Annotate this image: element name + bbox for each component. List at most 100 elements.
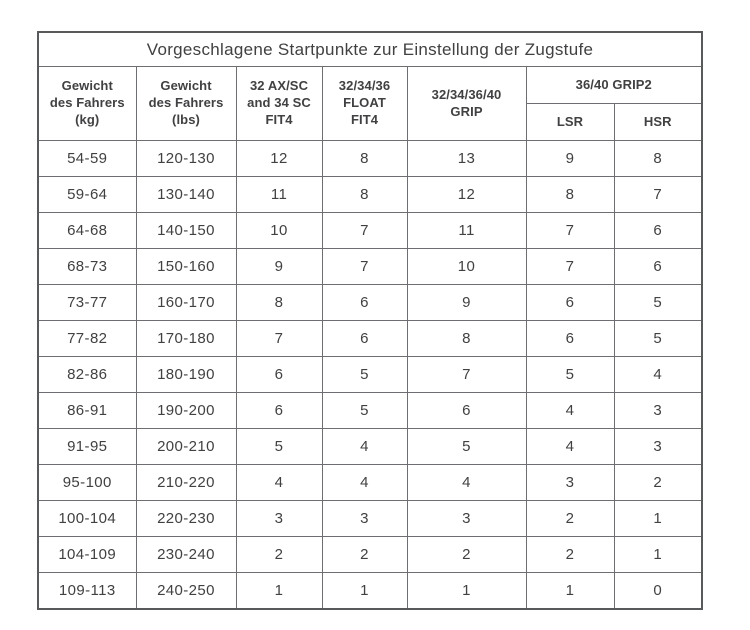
table-cell: 2	[235, 536, 323, 573]
table-cell: 3	[525, 464, 615, 501]
table-cell: 6	[525, 284, 615, 321]
table-cell: 7	[235, 320, 323, 357]
table-row: 54-59 120-130 12 8 13 9 8	[37, 140, 703, 177]
table-row: 68-73 150-160 9 7 10 7 6	[37, 248, 703, 285]
table-cell: 2	[525, 500, 615, 537]
table-cell: 4	[235, 464, 323, 501]
table-subheader-row: LSR HSR	[38, 103, 703, 141]
table-cell: 220-230	[135, 500, 237, 537]
table-cell: 11	[406, 212, 527, 249]
table-cell: 1	[613, 500, 703, 537]
table-cell: 95-100	[37, 464, 137, 501]
col-header-float-fit4: 32/34/36 FLOAT FIT4	[321, 66, 408, 141]
table-cell: 10	[235, 212, 323, 249]
table-cell: 6	[235, 356, 323, 393]
table-cell: 68-73	[37, 248, 137, 285]
table-cell: 120-130	[135, 140, 237, 177]
table-row: 59-64 130-140 11 8 12 8 7	[37, 176, 703, 213]
table-cell: 2	[613, 464, 703, 501]
col-header-grip2: 36/40 GRIP2	[525, 66, 703, 104]
rebound-settings-table: Vorgeschlagene Startpunkte zur Einstellu…	[37, 31, 704, 610]
table-cell: 73-77	[37, 284, 137, 321]
table-cell: 1	[613, 536, 703, 573]
table-cell: 100-104	[37, 500, 137, 537]
table-cell: 8	[321, 140, 408, 177]
table-row: 104-109 230-240 2 2 2 2 1	[37, 536, 703, 573]
col-header-weight-lbs: Gewicht des Fahrers (lbs)	[135, 66, 237, 141]
table-cell: 140-150	[135, 212, 237, 249]
table-cell: 6	[321, 320, 408, 357]
table-body: 54-59 120-130 12 8 13 9 8 59-64 130-140 11 8 12 8 7 64…	[37, 140, 703, 610]
table-cell: 77-82	[37, 320, 137, 357]
table-cell: 150-160	[135, 248, 237, 285]
table-cell: 240-250	[135, 572, 237, 610]
table-header-row: Gewicht des Fahrers (kg) Gewicht des Fah…	[37, 66, 703, 141]
table-cell: 5	[406, 428, 527, 465]
table-cell: 11	[235, 176, 323, 213]
table-cell: 104-109	[37, 536, 137, 573]
table-header: Vorgeschlagene Startpunkte zur Einstellu…	[37, 31, 703, 141]
table-cell: 109-113	[37, 572, 137, 610]
table-cell: 59-64	[37, 176, 137, 213]
table-cell: 130-140	[135, 176, 237, 213]
col-header-lsr: LSR	[525, 103, 615, 141]
table-cell: 6	[235, 392, 323, 429]
table-cell: 64-68	[37, 212, 137, 249]
table-title-row: Vorgeschlagene Startpunkte zur Einstellu…	[37, 31, 703, 67]
table-cell: 3	[613, 428, 703, 465]
table-row: 77-82 170-180 7 6 8 6 5	[37, 320, 703, 357]
table-cell: 4	[525, 428, 615, 465]
table-row: 109-113 240-250 1 1 1 1 0	[37, 572, 703, 610]
table-cell: 3	[406, 500, 527, 537]
table-cell: 5	[321, 356, 408, 393]
col-header-hsr: HSR	[613, 103, 703, 141]
table-cell: 5	[613, 284, 703, 321]
table-cell: 54-59	[37, 140, 137, 177]
table-cell: 3	[613, 392, 703, 429]
table-cell: 4	[525, 392, 615, 429]
col-header-weight-kg: Gewicht des Fahrers (kg)	[37, 66, 137, 141]
table-cell: 230-240	[135, 536, 237, 573]
table-cell: 9	[235, 248, 323, 285]
table-row: 91-95 200-210 5 4 5 4 3	[37, 428, 703, 465]
table-cell: 3	[321, 500, 408, 537]
table-cell: 3	[235, 500, 323, 537]
table-cell: 1	[321, 572, 408, 610]
table-cell: 7	[406, 356, 527, 393]
table-cell: 200-210	[135, 428, 237, 465]
table-cell: 5	[235, 428, 323, 465]
table-cell: 8	[406, 320, 527, 357]
table-row: 73-77 160-170 8 6 9 6 5	[37, 284, 703, 321]
table-cell: 0	[613, 572, 703, 610]
table-cell: 8	[525, 176, 615, 213]
table-cell: 82-86	[37, 356, 137, 393]
table-row: 100-104 220-230 3 3 3 2 1	[37, 500, 703, 537]
table-cell: 8	[613, 140, 703, 177]
table-cell: 6	[321, 284, 408, 321]
table-row: 95-100 210-220 4 4 4 3 2	[37, 464, 703, 501]
table-cell: 5	[613, 320, 703, 357]
table-row: 64-68 140-150 10 7 11 7 6	[37, 212, 703, 249]
table-cell: 4	[321, 428, 408, 465]
table-title: Vorgeschlagene Startpunkte zur Einstellu…	[37, 31, 703, 67]
table-cell: 7	[525, 248, 615, 285]
table-cell: 7	[613, 176, 703, 213]
table-cell: 6	[525, 320, 615, 357]
table-cell: 5	[321, 392, 408, 429]
table-cell: 8	[321, 176, 408, 213]
table-cell: 6	[406, 392, 527, 429]
table-cell: 86-91	[37, 392, 137, 429]
table-cell: 1	[406, 572, 527, 610]
table-cell: 2	[406, 536, 527, 573]
table-cell: 7	[321, 212, 408, 249]
table-cell: 170-180	[135, 320, 237, 357]
table-cell: 12	[235, 140, 323, 177]
table-cell: 10	[406, 248, 527, 285]
table-row: 82-86 180-190 6 5 7 5 4	[37, 356, 703, 393]
table-cell: 5	[525, 356, 615, 393]
col-header-32axsc-34sc-fit4: 32 AX/SC and 34 SC FIT4	[235, 66, 323, 141]
table-cell: 1	[235, 572, 323, 610]
table-cell: 12	[406, 176, 527, 213]
table-cell: 4	[321, 464, 408, 501]
table-cell: 9	[525, 140, 615, 177]
